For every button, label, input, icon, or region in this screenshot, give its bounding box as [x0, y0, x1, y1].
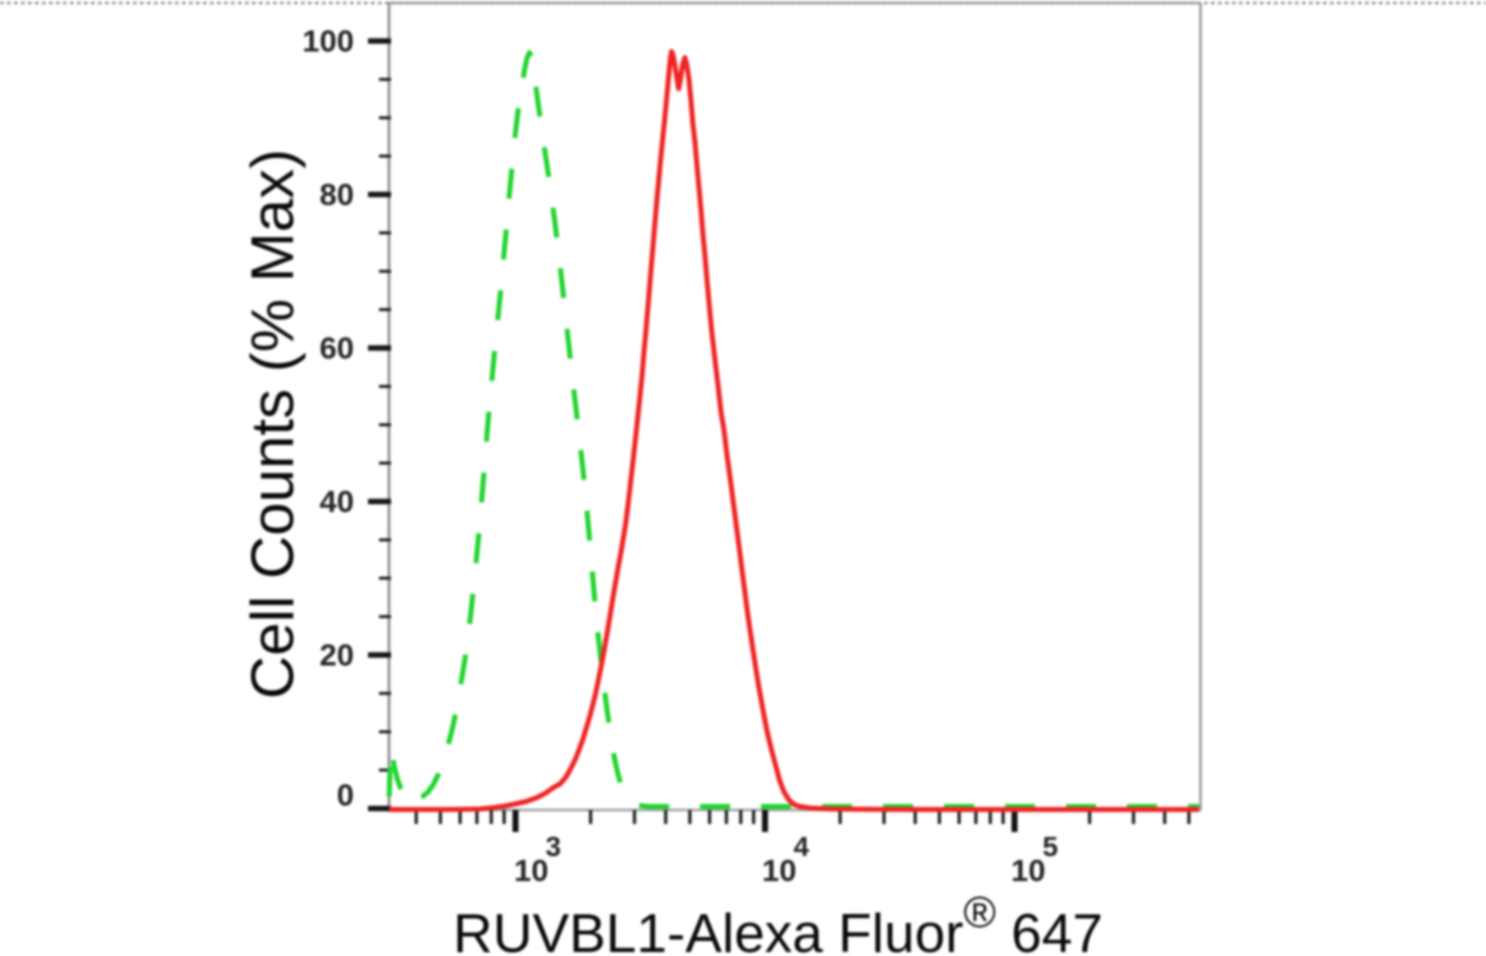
svg-text:60: 60: [320, 331, 354, 366]
svg-text:40: 40: [320, 484, 354, 519]
svg-text:Cell Counts (% Max): Cell Counts (% Max): [239, 149, 306, 699]
svg-text:80: 80: [320, 177, 354, 212]
svg-text:100: 100: [302, 24, 354, 59]
svg-text:20: 20: [320, 638, 354, 673]
svg-text:0: 0: [337, 778, 354, 813]
